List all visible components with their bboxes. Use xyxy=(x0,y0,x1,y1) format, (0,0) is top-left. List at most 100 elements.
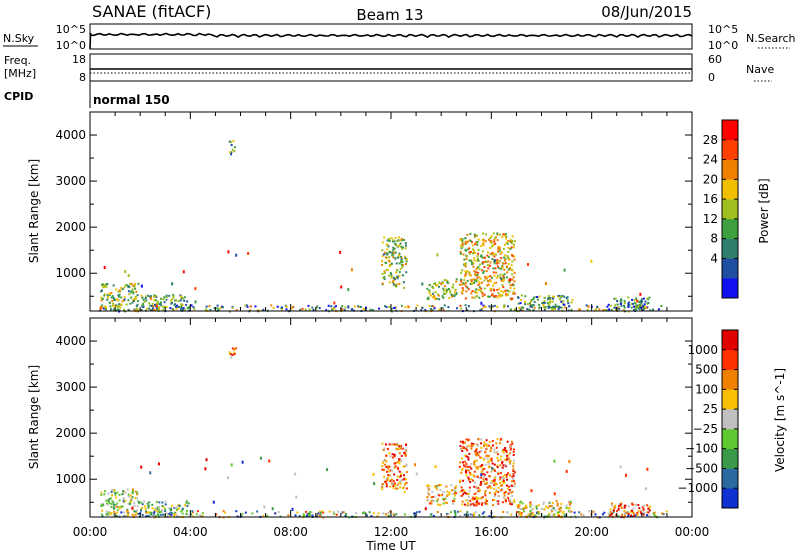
echo-cell xyxy=(495,446,498,449)
echo-cell xyxy=(111,295,114,298)
echo-cell xyxy=(565,506,568,509)
echo-cell xyxy=(113,514,116,517)
echo-cell xyxy=(498,249,501,252)
echo-cell xyxy=(388,465,391,468)
echo-cell xyxy=(501,236,504,239)
echo-cell xyxy=(101,502,104,505)
echo-cell xyxy=(382,449,385,451)
echo-cell xyxy=(469,478,472,481)
colorbar-tick-label: 100 xyxy=(695,382,718,396)
echo-cell xyxy=(489,288,492,291)
echo-cell xyxy=(393,278,396,281)
echo-cell xyxy=(113,510,116,513)
echo-cell xyxy=(137,300,140,303)
echo-cell xyxy=(466,504,469,507)
echo-cell xyxy=(465,447,468,450)
echo-cell xyxy=(503,243,506,246)
echo-cell xyxy=(512,454,515,456)
echo-cell xyxy=(464,503,466,506)
echo-cell xyxy=(110,506,113,508)
velocity-scatter xyxy=(100,347,668,519)
echo-cell xyxy=(136,309,139,312)
echo-cell xyxy=(485,270,488,273)
y-tick-label: 4000 xyxy=(55,334,86,348)
echo-cell xyxy=(453,492,456,495)
echo-cell xyxy=(165,294,168,297)
echo-cell xyxy=(192,515,195,518)
echo-cell xyxy=(122,500,125,503)
echo-cell xyxy=(474,274,477,277)
echo-cell xyxy=(319,511,322,514)
echo-cell xyxy=(233,150,236,153)
echo-cell xyxy=(503,273,506,276)
echo-cell xyxy=(501,484,503,487)
echo-cell xyxy=(507,279,510,282)
echo-cell xyxy=(381,442,384,445)
echo-cell xyxy=(388,240,391,242)
echo-cell xyxy=(454,490,457,493)
echo-cell xyxy=(437,285,440,288)
echo-cell xyxy=(513,501,516,504)
echo-cell xyxy=(586,309,589,311)
echo-cell xyxy=(538,303,541,306)
echo-cell xyxy=(165,306,168,308)
echo-cell xyxy=(442,287,445,290)
echo-cell xyxy=(642,508,645,511)
echo-cell xyxy=(505,476,508,478)
echo-cell xyxy=(535,505,538,508)
echo-cell xyxy=(469,251,472,253)
echo-cell xyxy=(105,285,108,288)
echo-cell xyxy=(594,513,597,516)
echo-cell xyxy=(418,510,421,513)
echo-cell xyxy=(449,289,452,292)
echo-cell xyxy=(458,283,461,286)
echo-cell xyxy=(296,511,299,514)
echo-cell xyxy=(493,238,496,241)
station-title: SANAE (fitACF) xyxy=(92,2,211,21)
echo-cell xyxy=(186,513,189,516)
echo-cell xyxy=(219,307,222,310)
echo-cell xyxy=(486,295,489,298)
echo-cell xyxy=(147,504,150,507)
echo-cell xyxy=(475,271,478,274)
echo-cell xyxy=(497,459,500,462)
echo-cell xyxy=(508,459,511,462)
echo-cell xyxy=(186,300,189,303)
echo-cell xyxy=(398,476,401,478)
echo-cell xyxy=(405,271,408,274)
echo-cell xyxy=(472,265,475,268)
echo-cell xyxy=(100,299,103,302)
echo-cell xyxy=(463,491,466,494)
echo-cell xyxy=(642,513,645,516)
echo-cell xyxy=(475,280,478,283)
echo-cell xyxy=(462,442,465,445)
echo-cell xyxy=(121,493,124,496)
echo-cell xyxy=(646,297,649,300)
echo-cell xyxy=(482,472,484,475)
echo-cell xyxy=(438,281,441,284)
echo-cell xyxy=(461,447,464,450)
echo-cell xyxy=(468,452,471,455)
echo-cell xyxy=(274,512,277,515)
echo-cell xyxy=(453,497,456,500)
echo-cell xyxy=(524,303,527,306)
echo-cell xyxy=(385,477,388,480)
echo-cell xyxy=(536,296,539,298)
echo-cell xyxy=(522,507,525,510)
echo-cell xyxy=(547,297,550,299)
echo-cell xyxy=(424,309,427,311)
echo-cell xyxy=(499,252,502,255)
echo-cell xyxy=(156,508,159,511)
echo-cell xyxy=(478,451,481,454)
echo-cell xyxy=(272,307,275,310)
echo-cell xyxy=(385,261,388,264)
echo-cell xyxy=(553,459,556,463)
echo-cell xyxy=(393,473,396,476)
echo-cell xyxy=(471,252,474,255)
echo-cell xyxy=(489,253,492,255)
echo-cell xyxy=(149,471,152,475)
echo-cell xyxy=(432,287,435,290)
echo-cell xyxy=(245,304,248,307)
echo-cell xyxy=(270,304,273,307)
echo-cell xyxy=(228,140,231,143)
